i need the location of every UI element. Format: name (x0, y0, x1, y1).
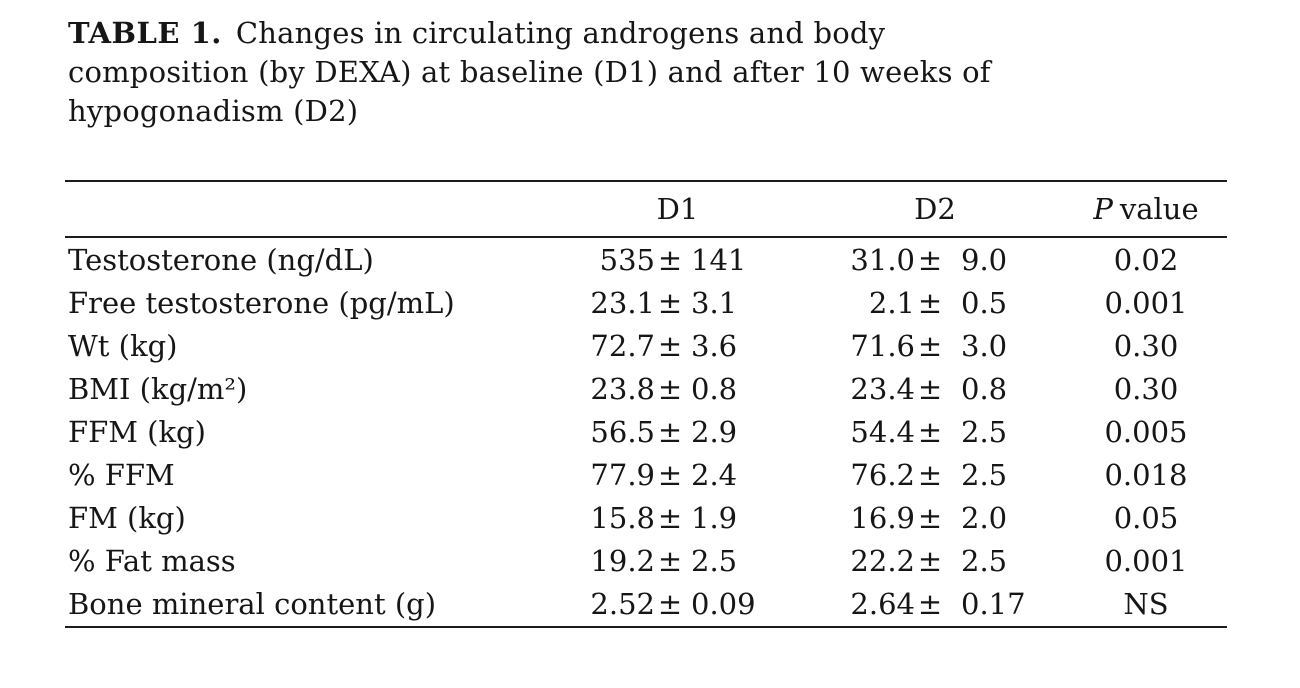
table-row-fm: FM (kg) 15.8 ± 1.9 16.9 ± 2.0 0.05 (65, 497, 1227, 540)
d1-error: 3.6 (691, 328, 738, 363)
d1-value: 77.9 (590, 458, 655, 493)
plus-minus-sign: ± (657, 544, 683, 579)
table-row-wt: Wt (kg) 72.7 ± 3.6 71.6 ± 3.0 0.30 (65, 324, 1227, 367)
p-value: 0.02 (1113, 242, 1179, 277)
row-label: BMI (kg/m²) (68, 371, 248, 406)
d2-value: 76.2 (850, 458, 915, 493)
table-row-testosterone: Testosterone (ng/dL) 535 ± 141 31.0 ± 9.… (65, 238, 1227, 281)
table-row-pct-ffm: % FFM 77.9 ± 2.4 76.2 ± 2.5 0.018 (65, 453, 1227, 496)
d2-value: 54.4 (850, 414, 915, 449)
column-header-d1: D1 (656, 192, 699, 226)
d2-error: 2.5 (961, 414, 1008, 449)
d1-value: 56.5 (590, 414, 655, 449)
d1-error: 2.9 (691, 414, 738, 449)
d1-value: 15.8 (590, 501, 655, 536)
d2-value: 31.0 (850, 242, 915, 277)
caption-line-3: hypogonadism (D2) (68, 94, 359, 128)
table-row-bone-mineral-content: Bone mineral content (g) 2.52 ± 0.09 2.6… (65, 583, 1227, 626)
d1-error: 2.4 (691, 458, 738, 493)
d1-error: 141 (691, 242, 747, 277)
d2-error: 0.17 (961, 587, 1026, 622)
row-label: Testosterone (ng/dL) (68, 242, 374, 277)
plus-minus-sign: ± (917, 458, 943, 493)
d2-error: 0.8 (961, 371, 1008, 406)
table-row-bmi: BMI (kg/m²) 23.8 ± 0.8 23.4 ± 0.8 0.30 (65, 367, 1227, 410)
d1-error: 0.09 (691, 587, 756, 622)
plus-minus-sign: ± (657, 242, 683, 277)
plus-minus-sign: ± (917, 501, 943, 536)
d2-error: 3.0 (961, 328, 1008, 363)
d2-value: 2.1 (868, 285, 915, 320)
p-value: 0.018 (1104, 458, 1188, 493)
row-label: % FFM (68, 458, 175, 493)
plus-minus-sign: ± (657, 285, 683, 320)
plus-minus-sign: ± (657, 328, 683, 363)
row-label: Bone mineral content (g) (68, 587, 437, 622)
d2-value: 71.6 (850, 328, 915, 363)
d2-value: 2.64 (850, 587, 915, 622)
d1-value: 19.2 (590, 544, 655, 579)
d1-value: 2.52 (590, 587, 655, 622)
plus-minus-sign: ± (657, 587, 683, 622)
plus-minus-sign: ± (657, 458, 683, 493)
plus-minus-sign: ± (917, 328, 943, 363)
table-row-pct-fat-mass: % Fat mass 19.2 ± 2.5 22.2 ± 2.5 0.001 (65, 540, 1227, 583)
plus-minus-sign: ± (917, 414, 943, 449)
p-value: NS (1123, 587, 1169, 622)
p-value: 0.05 (1113, 501, 1179, 536)
d1-error: 3.1 (691, 285, 738, 320)
d1-value: 23.1 (590, 285, 655, 320)
column-header-d2: D2 (914, 192, 956, 226)
d1-error: 1.9 (691, 501, 738, 536)
plus-minus-sign: ± (917, 371, 943, 406)
d2-value: 23.4 (850, 371, 915, 406)
d2-error: 2.0 (961, 501, 1008, 536)
plus-minus-sign: ± (657, 371, 683, 406)
d1-error: 2.5 (691, 544, 738, 579)
p-value: 0.005 (1104, 414, 1188, 449)
d2-value: 16.9 (850, 501, 915, 536)
row-label: Free testosterone (pg/mL) (68, 285, 455, 320)
d1-value: 23.8 (590, 371, 655, 406)
table-caption: TABLE 1. Changes in circulating androgens… (68, 14, 1178, 131)
p-value: 0.001 (1104, 285, 1188, 320)
d2-error: 0.5 (961, 285, 1008, 320)
plus-minus-sign: ± (917, 544, 943, 579)
p-value: 0.30 (1113, 328, 1179, 363)
plus-minus-sign: ± (917, 285, 943, 320)
d1-error: 0.8 (691, 371, 738, 406)
caption-line-1: TABLE 1. Changes in circulating androgens… (68, 16, 886, 50)
d2-value: 22.2 (850, 544, 915, 579)
plus-minus-sign: ± (917, 587, 943, 622)
row-label: Wt (kg) (68, 328, 178, 363)
p-value: 0.30 (1113, 371, 1179, 406)
d2-error: 2.5 (961, 544, 1008, 579)
plus-minus-sign: ± (917, 242, 943, 277)
p-value: 0.001 (1104, 544, 1188, 579)
plus-minus-sign: ± (657, 501, 683, 536)
d1-value: 72.7 (590, 328, 655, 363)
row-label: FM (kg) (68, 501, 186, 536)
table-row-ffm: FFM (kg) 56.5 ± 2.9 54.4 ± 2.5 0.005 (65, 410, 1227, 453)
plus-minus-sign: ± (657, 414, 683, 449)
caption-line-2: composition (by DEXA) at baseline (D1) a… (68, 55, 991, 89)
d1-value: 535 (599, 242, 655, 277)
row-label: FFM (kg) (68, 414, 206, 449)
row-label: % Fat mass (68, 544, 236, 579)
table-row-free-testosterone: Free testosterone (pg/mL) 23.1 ± 3.1 2.1… (65, 281, 1227, 324)
table-number-label: TABLE 1. (68, 16, 222, 50)
d2-error: 2.5 (961, 458, 1008, 493)
d2-error: 9.0 (961, 242, 1008, 277)
